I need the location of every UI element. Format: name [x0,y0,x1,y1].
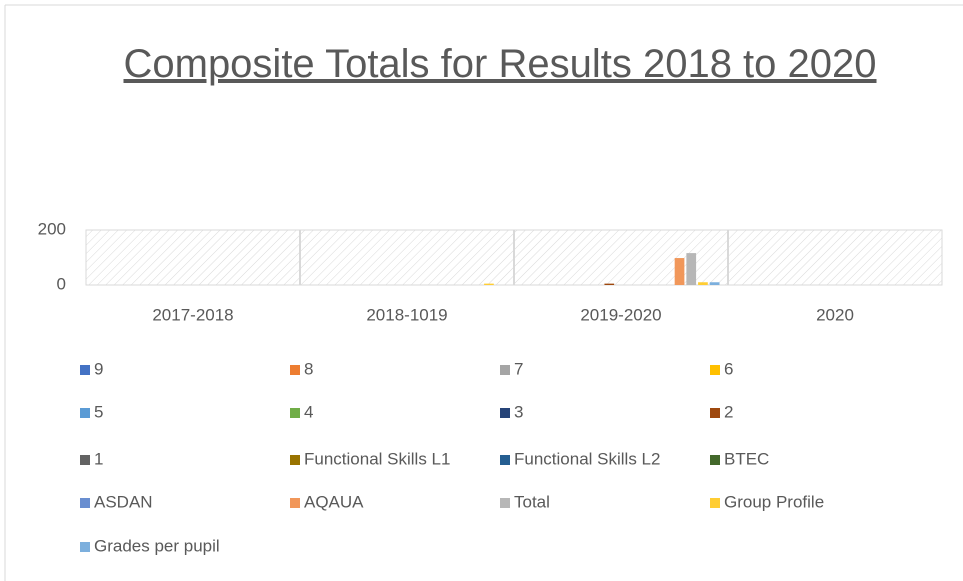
bar [674,258,685,285]
legend-swatch [290,455,300,465]
x-tick-label: 2019-2020 [580,305,661,324]
legend-label: ASDAN [94,492,153,511]
bar [698,282,708,285]
legend-swatch [500,408,510,418]
legend-swatch [80,408,90,418]
legend-swatch [290,498,300,508]
legend-swatch [710,498,720,508]
legend-swatch [500,365,510,375]
legend-swatch [710,365,720,375]
legend-label: BTEC [724,449,769,468]
legend-label: 5 [94,402,103,421]
legend-label: 6 [724,359,733,378]
legend-label: Functional Skills L1 [304,449,450,468]
legend-label: Grades per pupil [94,536,220,555]
legend-label: 1 [94,449,103,468]
legend-label: Functional Skills L2 [514,449,660,468]
x-tick-label: 2017-2018 [152,305,233,324]
bar [604,283,615,285]
legend-swatch [710,408,720,418]
bar [686,253,697,285]
legend-swatch [290,365,300,375]
x-tick-label: 2018-1019 [366,305,447,324]
bar [709,282,720,285]
legend-label: 2 [724,402,733,421]
legend-swatch [290,408,300,418]
legend-label: Total [514,492,550,511]
chart-title: Composite Totals for Results 2018 to 202… [123,42,877,86]
legend-label: 3 [514,402,523,421]
legend-label: Group Profile [724,492,824,511]
legend-label: 7 [514,359,523,378]
legend-label: 8 [304,359,313,378]
legend-swatch [500,498,510,508]
legend-swatch [80,498,90,508]
y-tick-label: 200 [38,219,66,238]
legend-label: 4 [304,402,313,421]
y-tick-label: 0 [57,274,66,293]
legend-label: AQAUA [304,492,364,511]
legend-label: 9 [94,359,103,378]
legend-swatch [500,455,510,465]
legend-swatch [80,365,90,375]
bar [484,283,494,285]
legend-swatch [80,542,90,552]
x-tick-label: 2020 [816,305,854,324]
legend-swatch [710,455,720,465]
legend-swatch [80,455,90,465]
